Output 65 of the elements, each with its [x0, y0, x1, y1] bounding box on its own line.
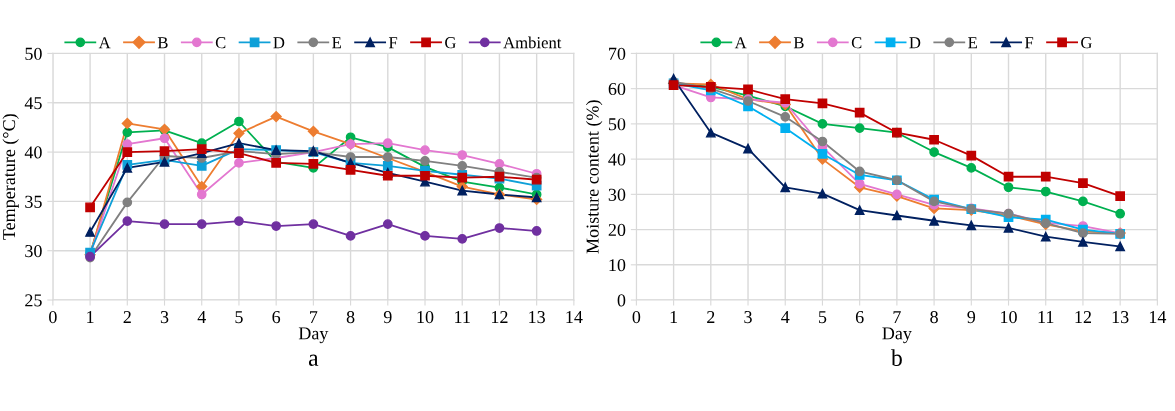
x-tick-label: 1 — [670, 311, 678, 323]
x-tick-label: 9 — [383, 311, 392, 324]
legend-label: G — [1081, 37, 1092, 49]
y-tick-label: 60 — [608, 82, 626, 96]
x-tick-label: 4 — [781, 311, 790, 323]
x-axis-title: Day — [882, 327, 912, 344]
x-tick-label: 8 — [346, 310, 355, 324]
y-tick-label: 40 — [608, 153, 626, 166]
x-tick-label: 11 — [1038, 311, 1054, 323]
text: b — [890, 349, 902, 366]
y-tick-label: 35 — [25, 195, 42, 208]
legend-label: A — [734, 37, 747, 49]
legend-label: E — [968, 37, 977, 49]
x-tick-label: 8 — [930, 310, 938, 324]
text: a — [308, 354, 319, 366]
x-tick-label: 0 — [49, 310, 57, 324]
x-tick-label: 6 — [855, 311, 864, 324]
legend-label: D — [273, 37, 285, 49]
x-tick-label: 14 — [566, 311, 583, 323]
legend-label: F — [388, 37, 398, 49]
legend-label: D — [909, 37, 921, 49]
legend-label: E — [332, 37, 341, 49]
y-tick-label: 0 — [617, 294, 626, 307]
x-tick-label: 7 — [310, 311, 318, 323]
y-tick-label: 40 — [24, 146, 42, 159]
x-tick-label: 6 — [272, 311, 281, 324]
x-tick-label: 12 — [492, 311, 508, 323]
legend-label: B — [157, 37, 168, 49]
x-tick-label: 5 — [818, 311, 827, 324]
x-tick-label: 2 — [707, 311, 715, 323]
legend-label: A — [98, 37, 111, 49]
x-tick-label: 0 — [632, 310, 641, 324]
legend-label: B — [793, 37, 804, 49]
y-tick-label: 10 — [609, 259, 626, 272]
x-tick-label: 10 — [417, 310, 434, 324]
y-axis-title: Moisture content (%) — [585, 100, 603, 254]
x-tick-label: 12 — [1075, 311, 1091, 323]
x-tick-label: 2 — [123, 311, 131, 323]
x-tick-label: 3 — [744, 311, 752, 324]
y-tick-label: 20 — [608, 223, 626, 237]
legend-label: C — [851, 37, 862, 49]
x-tick-label: 11 — [455, 311, 470, 323]
x-axis-title: Day — [298, 327, 329, 344]
x-tick-label: 1 — [87, 311, 94, 323]
legend-label: Ambient — [503, 36, 562, 49]
x-tick-label: 7 — [893, 311, 901, 323]
y-axis-title: Temperature (°C) — [2, 114, 19, 240]
y-tick-label: 50 — [608, 118, 626, 131]
legend-label: C — [215, 37, 226, 49]
x-tick-label: 5 — [235, 311, 243, 324]
x-tick-label: 10 — [1001, 310, 1017, 324]
x-tick-label: 3 — [160, 311, 169, 324]
x-tick-label: 14 — [1149, 311, 1167, 323]
y-tick-label: 25 — [25, 294, 42, 307]
x-tick-label: 13 — [1112, 311, 1129, 324]
y-tick-label: 30 — [25, 244, 42, 258]
legend-label: F — [1024, 37, 1034, 49]
y-tick-label: 70 — [609, 47, 626, 60]
x-tick-label: 9 — [967, 311, 976, 324]
y-tick-label: 45 — [24, 97, 42, 110]
legend-label: G — [445, 37, 456, 49]
x-tick-label: 4 — [197, 311, 206, 323]
x-tick-label: 13 — [529, 311, 545, 324]
y-tick-label: 50 — [25, 47, 42, 60]
y-tick-label: 30 — [608, 188, 626, 201]
